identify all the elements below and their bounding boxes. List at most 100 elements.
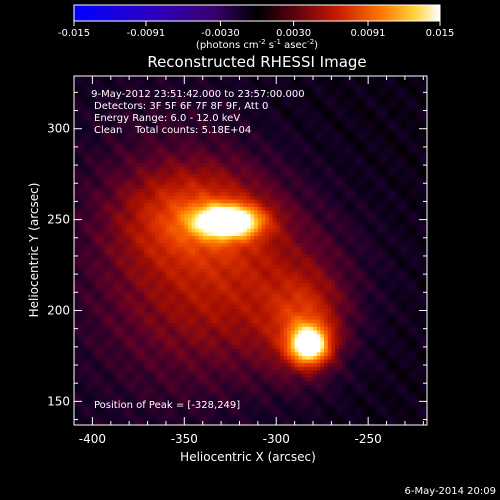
heatmap-cell — [140, 239, 145, 244]
heatmap-cell — [349, 192, 355, 197]
heatmap-cell — [382, 185, 388, 190]
heatmap-cell — [195, 155, 200, 161]
heatmap-cell — [217, 185, 222, 190]
heatmap-cell — [298, 243, 303, 248]
heatmap-cell — [316, 152, 321, 157]
heatmap-cell — [272, 108, 277, 113]
heatmap-cell — [136, 254, 141, 259]
heatmap-cell — [140, 217, 145, 223]
heatmap-cell — [228, 163, 233, 168]
heatmap-cell — [85, 123, 90, 128]
heatmap-cell — [206, 192, 211, 197]
heatmap-cell — [103, 119, 108, 124]
heatmap-cell — [147, 177, 152, 183]
heatmap-cell — [195, 126, 200, 132]
heatmap-cell — [154, 199, 160, 204]
heatmap-cell — [235, 261, 241, 266]
heatmap-cell — [77, 137, 82, 143]
heatmap-cell — [74, 195, 79, 201]
heatmap-cell — [331, 83, 336, 88]
heatmap-cell — [151, 181, 156, 186]
heatmap-cell — [331, 185, 336, 190]
heatmap-cell — [184, 145, 189, 150]
heatmap-cell — [254, 126, 259, 132]
heatmap-cell — [213, 221, 219, 226]
heatmap-cell — [268, 221, 274, 226]
heatmap-cell — [132, 137, 138, 143]
heatmap-cell — [257, 217, 263, 223]
heatmap-cell — [88, 163, 93, 168]
heatmap-cell — [287, 145, 292, 150]
heatmap-cell — [107, 261, 112, 266]
heatmap-cell — [287, 137, 292, 143]
heatmap-cell — [261, 246, 266, 252]
heatmap-cell — [132, 214, 138, 219]
heatmap-cell — [279, 166, 285, 172]
heatmap-cell — [279, 97, 285, 103]
heatmap-cell — [272, 239, 277, 244]
heatmap-cell — [165, 185, 171, 190]
heatmap-cell — [419, 152, 424, 157]
heatmap-cell — [199, 257, 204, 263]
heatmap-cell — [316, 177, 321, 183]
heatmap-cell — [132, 123, 138, 128]
heatmap-cell — [305, 246, 310, 252]
heatmap-cell — [232, 261, 237, 266]
heatmap-cell — [232, 105, 237, 110]
heatmap-cell — [250, 210, 255, 215]
heatmap-cell — [382, 217, 388, 223]
heatmap-cell — [368, 225, 373, 230]
heatmap-cell — [401, 192, 406, 197]
heatmap-cell — [118, 225, 123, 230]
heatmap-cell — [279, 159, 285, 164]
heatmap-cell — [415, 134, 421, 139]
heatmap-cell — [301, 115, 307, 121]
heatmap-cell — [357, 217, 362, 223]
heatmap-cell — [169, 152, 174, 157]
heatmap-cell — [401, 112, 406, 117]
heatmap-cell — [412, 101, 417, 106]
heatmap-cell — [261, 115, 266, 121]
heatmap-cell — [327, 235, 332, 241]
heatmap-cell — [353, 112, 358, 117]
heatmap-cell — [412, 137, 417, 143]
heatmap-cell — [154, 195, 160, 201]
heatmap-cell — [169, 105, 174, 110]
heatmap-cell — [132, 243, 138, 248]
heatmap-cell — [121, 115, 127, 121]
heatmap-cell — [276, 203, 281, 208]
heatmap-cell — [217, 261, 222, 266]
heatmap-cell — [272, 261, 277, 266]
heatmap-cell — [349, 261, 355, 266]
heatmap-cell — [401, 181, 406, 186]
heatmap-cell — [309, 134, 314, 139]
heatmap-cell — [169, 181, 174, 186]
heatmap-cell — [118, 126, 123, 132]
heatmap-cell — [423, 148, 428, 153]
heatmap-cell — [294, 243, 299, 248]
heatmap-cell — [110, 130, 116, 135]
heatmap-cell — [92, 203, 97, 208]
heatmap-cell — [353, 239, 358, 244]
heatmap-cell — [320, 108, 325, 113]
heatmap-cell — [217, 195, 222, 201]
heatmap-cell — [415, 90, 421, 95]
heatmap-cell — [107, 228, 112, 233]
heatmap-cell — [360, 123, 366, 128]
heatmap-cell — [110, 86, 116, 92]
heatmap-cell — [279, 261, 285, 266]
heatmap-cell — [397, 126, 402, 132]
heatmap-cell — [298, 199, 303, 204]
heatmap-cell — [235, 83, 241, 88]
heatmap-cell — [118, 105, 123, 110]
heatmap-cell — [327, 177, 332, 183]
heatmap-cell — [140, 134, 145, 139]
heatmap-cell — [283, 90, 288, 95]
heatmap-cell — [228, 134, 233, 139]
heatmap-cell — [217, 148, 222, 153]
heatmap-cell — [313, 217, 318, 223]
heatmap-cell — [375, 199, 380, 204]
heatmap-cell — [382, 141, 388, 146]
heatmap-cell — [254, 159, 259, 164]
heatmap-cell — [180, 174, 185, 179]
